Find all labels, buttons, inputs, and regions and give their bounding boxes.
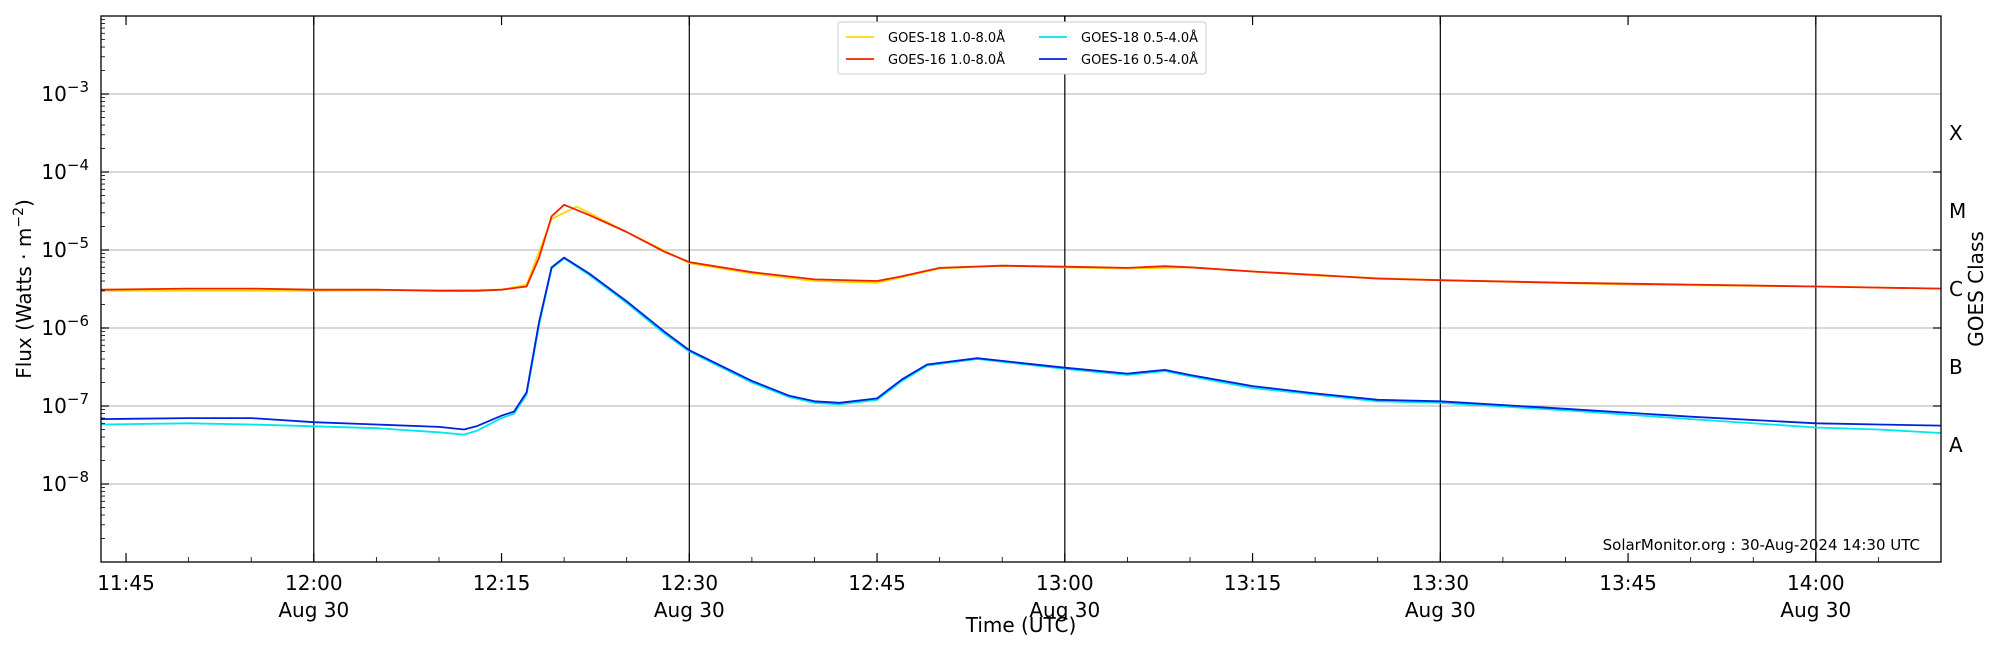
series-line <box>101 205 1942 292</box>
y-tick-label: 10−3 <box>41 78 89 106</box>
x-tick-label: 13:00 <box>1036 571 1094 595</box>
y-tick-label: 10−6 <box>41 312 89 340</box>
legend-entry: GOES-18 1.0-8.0Å <box>888 30 1005 46</box>
x-tick-date-label: Aug 30 <box>654 598 725 622</box>
y-tick-label: 10−7 <box>41 390 89 418</box>
footer-credit: SolarMonitor.org : 30-Aug-2024 14:30 UTC <box>1603 536 1920 554</box>
x-tick-date-label: Aug 30 <box>1780 598 1851 622</box>
legend-entry: GOES-16 1.0-8.0Å <box>888 52 1005 68</box>
x-tick-label: 12:15 <box>473 571 531 595</box>
x-tick-date-label: Aug 30 <box>278 598 349 622</box>
goes-class-label: B <box>1949 355 1963 379</box>
goes-class-label: A <box>1949 433 1963 457</box>
x-tick-label: 14:00 <box>1787 571 1845 595</box>
legend-entry: GOES-18 0.5-4.0Å <box>1081 30 1198 46</box>
x-tick-label: 13:15 <box>1224 571 1282 595</box>
y-axis-title: Flux (Watts · m−2) <box>11 199 36 379</box>
goes-class-label: X <box>1949 121 1963 145</box>
series-line <box>100 256 1942 431</box>
series-line <box>100 257 1942 436</box>
x-tick-label: 12:00 <box>285 571 343 595</box>
x-tick-label: 11:45 <box>97 571 155 595</box>
series-line <box>100 203 1942 292</box>
y-tick-label: 10−5 <box>41 234 89 262</box>
y-tick-label: 10−4 <box>41 156 89 184</box>
legend-box <box>837 21 1207 75</box>
legend: GOES-18 1.0-8.0Å GOES-16 1.0-8.0Å GOES-18 … <box>837 21 1207 75</box>
gridlines <box>101 93 1941 485</box>
plot-frame <box>100 15 1942 563</box>
y-tick-label: 10−8 <box>41 468 89 496</box>
axis-ticks: 10−8 10−7 10−6 10−5 10−4 10−3 11:45 12:00 Aug 30… <box>41 16 1966 622</box>
series-lines <box>100 203 1942 436</box>
day-lines <box>313 16 1817 562</box>
goes-class-label: M <box>1949 199 1966 223</box>
x-tick-date-label: Aug 30 <box>1405 598 1476 622</box>
x-axis-title: Time (UTC) <box>965 613 1077 637</box>
x-tick-label: 13:30 <box>1411 571 1469 595</box>
x-tick-label: 12:45 <box>848 571 906 595</box>
x-tick-label: 13:45 <box>1599 571 1657 595</box>
x-tick-date-label: Aug 30 <box>1029 598 1100 622</box>
legend-entry: GOES-16 0.5-4.0Å <box>1081 52 1198 68</box>
goes-class-axis-title: GOES Class <box>1964 231 1988 347</box>
x-tick-label: 12:30 <box>660 571 718 595</box>
goes-class-label: C <box>1949 277 1963 301</box>
